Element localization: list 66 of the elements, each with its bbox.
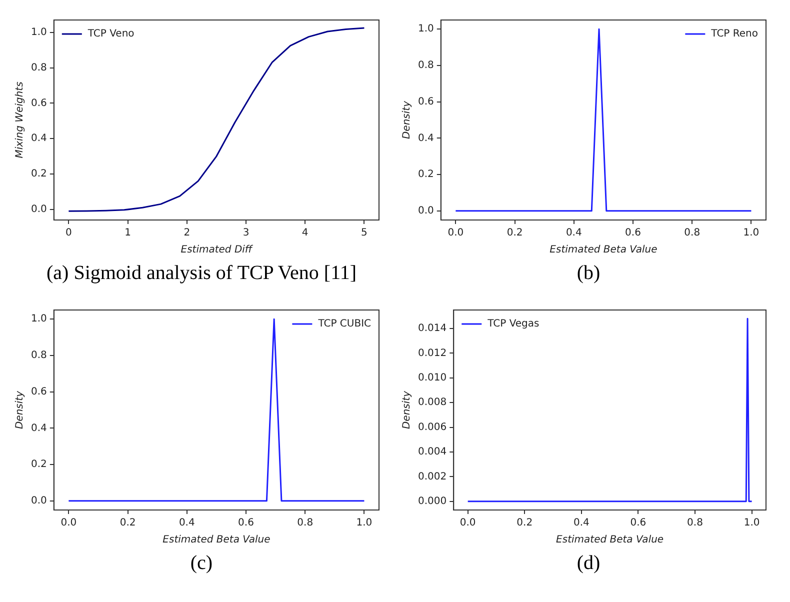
x-tick-label: 0.8 bbox=[687, 518, 703, 529]
text: (b) bbox=[576, 261, 602, 286]
y-tick-label: 0.4 bbox=[30, 133, 47, 144]
x-tick-label: 1.0 bbox=[744, 518, 760, 529]
y-tick-label: 0.2 bbox=[30, 459, 47, 470]
legend-label: TCP Veno bbox=[86, 28, 134, 40]
legend-label: TCP Reno bbox=[710, 28, 758, 40]
x-tick-label: 0 bbox=[65, 228, 72, 239]
x-tick-label: 1.0 bbox=[356, 518, 372, 529]
text: (a) Sigmoid analysis of TCP Veno [11] bbox=[46, 261, 358, 286]
x-axis-title: Estimated Beta Value bbox=[550, 244, 658, 256]
y-tick-label: 1.0 bbox=[418, 24, 434, 35]
y-tick-label: 0.4 bbox=[30, 422, 47, 434]
y-tick-label: 0.6 bbox=[30, 386, 47, 398]
y-tick-label: 0.8 bbox=[30, 350, 47, 362]
y-tick-label: 0.000 bbox=[418, 496, 447, 507]
x-tick-label: 5 bbox=[361, 228, 368, 239]
y-tick-label: 0.2 bbox=[418, 169, 434, 180]
x-tick-label: 1.0 bbox=[743, 228, 760, 239]
y-tick-label: 0.004 bbox=[418, 446, 447, 458]
y-axis-title: Density bbox=[402, 390, 413, 430]
y-axis-title: Density bbox=[402, 100, 413, 140]
y-tick-label: 0.0 bbox=[418, 206, 434, 217]
x-tick-label: 1 bbox=[124, 228, 131, 239]
x-tick-label: 2 bbox=[184, 228, 190, 239]
y-tick-label: 0.002 bbox=[418, 471, 447, 482]
legend-label: TCP Vegas bbox=[486, 318, 540, 330]
y-tick-label: 1.0 bbox=[30, 314, 47, 325]
x-tick-label: 0.6 bbox=[238, 518, 254, 529]
x-tick-label: 0.6 bbox=[625, 228, 641, 239]
x-tick-label: 0.2 bbox=[506, 228, 523, 239]
x-tick-label: 0.0 bbox=[460, 518, 476, 529]
x-tick-label: 0.4 bbox=[573, 518, 590, 529]
text: (c) bbox=[189, 551, 214, 576]
y-axis-title: Density bbox=[14, 390, 26, 430]
x-tick-label: 3 bbox=[242, 228, 250, 239]
y-tick-label: 0.0 bbox=[30, 204, 47, 215]
x-tick-label: 0.4 bbox=[178, 518, 195, 529]
x-tick-label: 0.8 bbox=[684, 228, 700, 239]
x-tick-label: 0.8 bbox=[297, 518, 314, 529]
y-tick-label: 0.8 bbox=[418, 60, 434, 72]
y-tick-label: 1.0 bbox=[30, 26, 47, 38]
legend-label: TCP CUBIC bbox=[317, 318, 372, 330]
y-tick-label: 0.8 bbox=[30, 62, 47, 74]
y-tick-label: 0.014 bbox=[418, 323, 447, 334]
y-tick-label: 0.008 bbox=[418, 397, 447, 408]
x-tick-label: 0.0 bbox=[60, 518, 77, 529]
y-tick-label: 0.6 bbox=[418, 96, 434, 108]
x-tick-label: 0.2 bbox=[120, 518, 136, 529]
x-axis-title: Estimated Beta Value bbox=[162, 534, 270, 546]
x-axis-title: Estimated Diff bbox=[180, 244, 254, 256]
y-tick-label: 0.012 bbox=[418, 348, 447, 359]
x-tick-label: 0.0 bbox=[448, 228, 464, 239]
x-tick-label: 0.4 bbox=[566, 228, 582, 239]
y-tick-label: 0.010 bbox=[418, 372, 447, 384]
x-tick-label: 0.6 bbox=[630, 518, 646, 529]
x-axis-title: Estimated Beta Value bbox=[556, 534, 664, 546]
y-tick-label: 0.006 bbox=[418, 422, 447, 433]
x-tick-label: 0.2 bbox=[516, 518, 533, 529]
y-tick-label: 0.6 bbox=[30, 98, 47, 109]
y-tick-label: 0.0 bbox=[30, 496, 47, 507]
y-axis-title: Mixing Weights bbox=[14, 82, 26, 158]
text: (d) bbox=[576, 551, 602, 576]
y-tick-label: 0.2 bbox=[30, 168, 47, 180]
x-tick-label: 4 bbox=[302, 228, 308, 239]
y-tick-label: 0.4 bbox=[418, 132, 434, 144]
